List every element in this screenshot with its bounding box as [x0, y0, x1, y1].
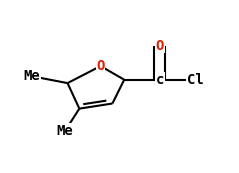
Text: O: O	[96, 59, 105, 73]
Text: c: c	[156, 73, 164, 87]
Text: Cl: Cl	[187, 73, 203, 87]
Text: Me: Me	[24, 69, 40, 83]
Text: O: O	[156, 39, 164, 53]
Text: Me: Me	[57, 124, 74, 138]
